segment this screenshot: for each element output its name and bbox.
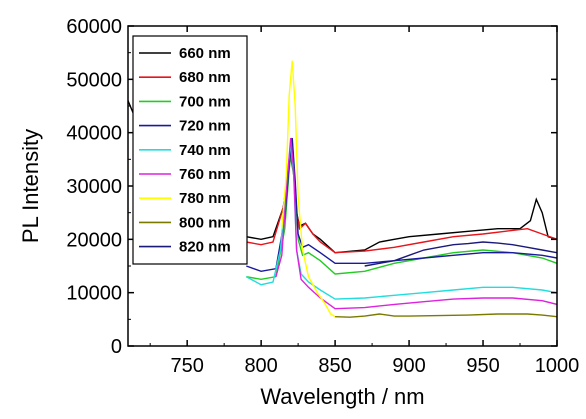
legend-label: 800 nm: [179, 214, 231, 231]
legend-label: 660 nm: [179, 45, 231, 62]
x-tick-label: 850: [318, 355, 351, 377]
x-tick-label: 900: [392, 355, 425, 377]
legend-label: 820 nm: [179, 239, 231, 256]
legend-label: 740 nm: [179, 142, 231, 159]
series-line-700-nm: [246, 140, 557, 281]
legend-label: 720 nm: [179, 118, 231, 135]
y-axis-title: PL Intensity: [18, 129, 43, 243]
y-tick-label: 40000: [66, 123, 122, 145]
legend-label: 780 nm: [179, 190, 231, 207]
x-tick-label: 750: [170, 355, 203, 377]
y-tick-label: 60000: [66, 16, 122, 38]
series-layer: [128, 60, 557, 318]
series-line-800-nm: [335, 313, 557, 318]
axes-layer: 750 800 850 900 950 1000010000200003000040000…: [18, 16, 579, 409]
y-tick-label: 10000: [66, 283, 122, 305]
x-tick-label: 1000: [535, 355, 580, 377]
legend-label: 700 nm: [179, 93, 231, 110]
x-tick-label: 800: [244, 355, 277, 377]
series-line-780-nm: [281, 60, 336, 318]
y-tick-label: 0: [111, 336, 122, 358]
y-tick-label: 30000: [66, 176, 122, 198]
x-axis-title: Wavelength / nm: [260, 384, 424, 409]
x-tick-label: 950: [466, 355, 499, 377]
y-tick-label: 20000: [66, 229, 122, 251]
series-line-760-nm: [275, 137, 557, 310]
series-line-820-nm: [364, 241, 557, 267]
series-line-660-nm: [128, 100, 557, 254]
legend: 660 nm 680 nm 700 nm 720 nm 740 nm 760 nm 780 …: [132, 35, 248, 265]
y-tick-label: 50000: [66, 69, 122, 91]
legend-label: 760 nm: [179, 166, 231, 183]
legend-label: 680 nm: [179, 69, 231, 86]
